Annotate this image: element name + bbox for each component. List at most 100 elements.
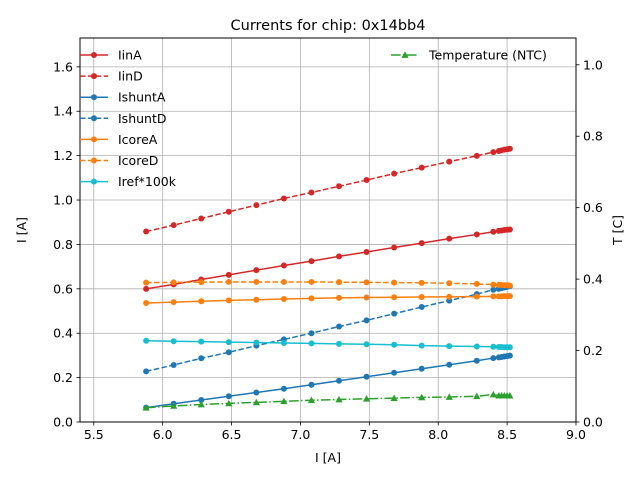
data-point-temperature-ntc — [197, 400, 205, 408]
data-point-icorea — [473, 293, 480, 300]
x-axis-label: I [A] — [315, 450, 341, 465]
data-point-ishunta — [198, 397, 205, 404]
data-point-icorea — [391, 294, 398, 301]
series-icorea — [143, 293, 513, 307]
data-point-iind — [336, 183, 343, 190]
data-point-ishunta — [225, 393, 232, 400]
data-point-iina — [446, 235, 453, 242]
data-point-temperature-ntc — [307, 396, 316, 404]
data-point-temperature-ntc — [489, 390, 497, 398]
legend-item-temperature-ntc: Temperature (NTC) — [391, 48, 547, 63]
data-point-ishunta — [506, 352, 513, 359]
x-tick-label: 8.5 — [497, 427, 517, 442]
data-point-icored — [446, 280, 453, 287]
data-point-iref-100k — [363, 341, 370, 348]
series-layer — [142, 145, 514, 411]
series-temperature-ntc — [142, 390, 514, 411]
data-point-temperature-ntc — [445, 393, 453, 400]
data-point-ishuntd — [143, 368, 150, 375]
data-point-temperature-ntc — [362, 395, 371, 402]
legend-marker-iina — [91, 52, 97, 58]
data-point-icorea — [225, 297, 232, 304]
data-point-iina — [363, 248, 370, 255]
data-point-ishunta — [336, 377, 343, 384]
data-point-icored — [308, 278, 315, 285]
data-point-ishunta — [490, 355, 497, 362]
y-axis-label: I [A] — [14, 217, 29, 243]
data-point-icored — [170, 279, 177, 286]
data-point-iref-100k — [391, 341, 398, 348]
data-point-iref-100k — [143, 337, 150, 344]
data-point-iina — [391, 244, 398, 251]
legend-label-iref-100k: Iref*100k — [118, 174, 177, 189]
data-point-icored — [418, 279, 425, 286]
data-point-icorea — [198, 298, 205, 305]
y2-tick-label: 0.4 — [583, 272, 603, 287]
x-tick-label: 5.5 — [84, 427, 104, 442]
data-point-iref-100k — [490, 343, 497, 350]
data-point-iina — [490, 228, 497, 235]
data-point-iind — [143, 228, 150, 235]
data-point-iina — [336, 253, 343, 260]
data-point-icored — [143, 279, 150, 286]
data-point-iind — [446, 158, 453, 165]
data-point-ishunta — [363, 373, 370, 380]
x-tick-label: 6.5 — [222, 427, 242, 442]
legend-item-ishunta: IshuntA — [80, 90, 166, 105]
grid-lines — [80, 38, 577, 423]
data-point-iind — [391, 170, 398, 177]
x-tick-label: 9.0 — [566, 427, 586, 442]
y2-tick-label: 0.0 — [583, 415, 603, 430]
data-point-iina — [308, 258, 315, 265]
y2-axis-label: T [C] — [610, 215, 625, 246]
series-iind — [143, 145, 513, 235]
data-point-ishuntd — [490, 286, 497, 293]
data-point-ishunta — [418, 365, 425, 372]
data-point-icorea — [170, 299, 177, 306]
data-point-icored — [198, 279, 205, 286]
data-point-ishuntd — [225, 349, 232, 356]
y-tick-label: 0.2 — [53, 370, 73, 385]
data-point-ishunta — [473, 357, 480, 364]
y2-tick-label: 1.0 — [583, 57, 603, 72]
legend-item-iref-100k: Iref*100k — [80, 174, 177, 189]
data-point-iina — [253, 267, 260, 274]
data-point-temperature-ntc — [225, 399, 233, 407]
y-tick-label: 1.6 — [53, 59, 73, 74]
data-point-icored — [490, 281, 497, 288]
y2-tick-label: 0.2 — [583, 343, 603, 358]
chart-title: Currents for chip: 0x14bb4 — [231, 18, 426, 34]
legend-label-icored: IcoreD — [118, 153, 158, 168]
y-tick-label: 1.2 — [53, 148, 73, 163]
legend-label-ishuntd: IshuntD — [118, 111, 167, 126]
data-point-icored — [363, 279, 370, 286]
data-point-iind — [170, 222, 177, 229]
data-point-ishuntd — [308, 330, 315, 337]
data-point-ishuntd — [363, 317, 370, 324]
data-point-icorea — [490, 293, 497, 300]
data-point-iind — [225, 208, 232, 215]
legend-marker-icored — [91, 157, 97, 164]
legend-marker-ishunta — [91, 94, 97, 101]
data-point-icored — [473, 280, 480, 287]
data-point-temperature-ntc — [390, 394, 398, 401]
data-point-ishunta — [391, 369, 398, 376]
legend-item-iind: IinD — [80, 69, 143, 84]
data-point-iref-100k — [170, 338, 177, 345]
data-point-ishunta — [446, 361, 453, 368]
legend-marker-icorea — [91, 136, 97, 143]
data-point-iind — [198, 215, 205, 222]
data-point-iina — [225, 271, 232, 278]
data-point-iind — [506, 145, 513, 152]
legend-item-ishuntd: IshuntD — [80, 111, 167, 126]
data-point-iind — [253, 202, 260, 209]
data-point-iina — [280, 262, 287, 269]
data-point-iref-100k — [506, 344, 513, 351]
x-tick-label: 7.5 — [359, 427, 379, 442]
data-point-icorea — [363, 294, 370, 301]
x-tick-label: 6.0 — [153, 427, 173, 442]
data-point-temperature-ntc — [473, 392, 481, 400]
data-point-icorea — [253, 296, 260, 303]
y-tick-label: 1.0 — [53, 193, 73, 208]
